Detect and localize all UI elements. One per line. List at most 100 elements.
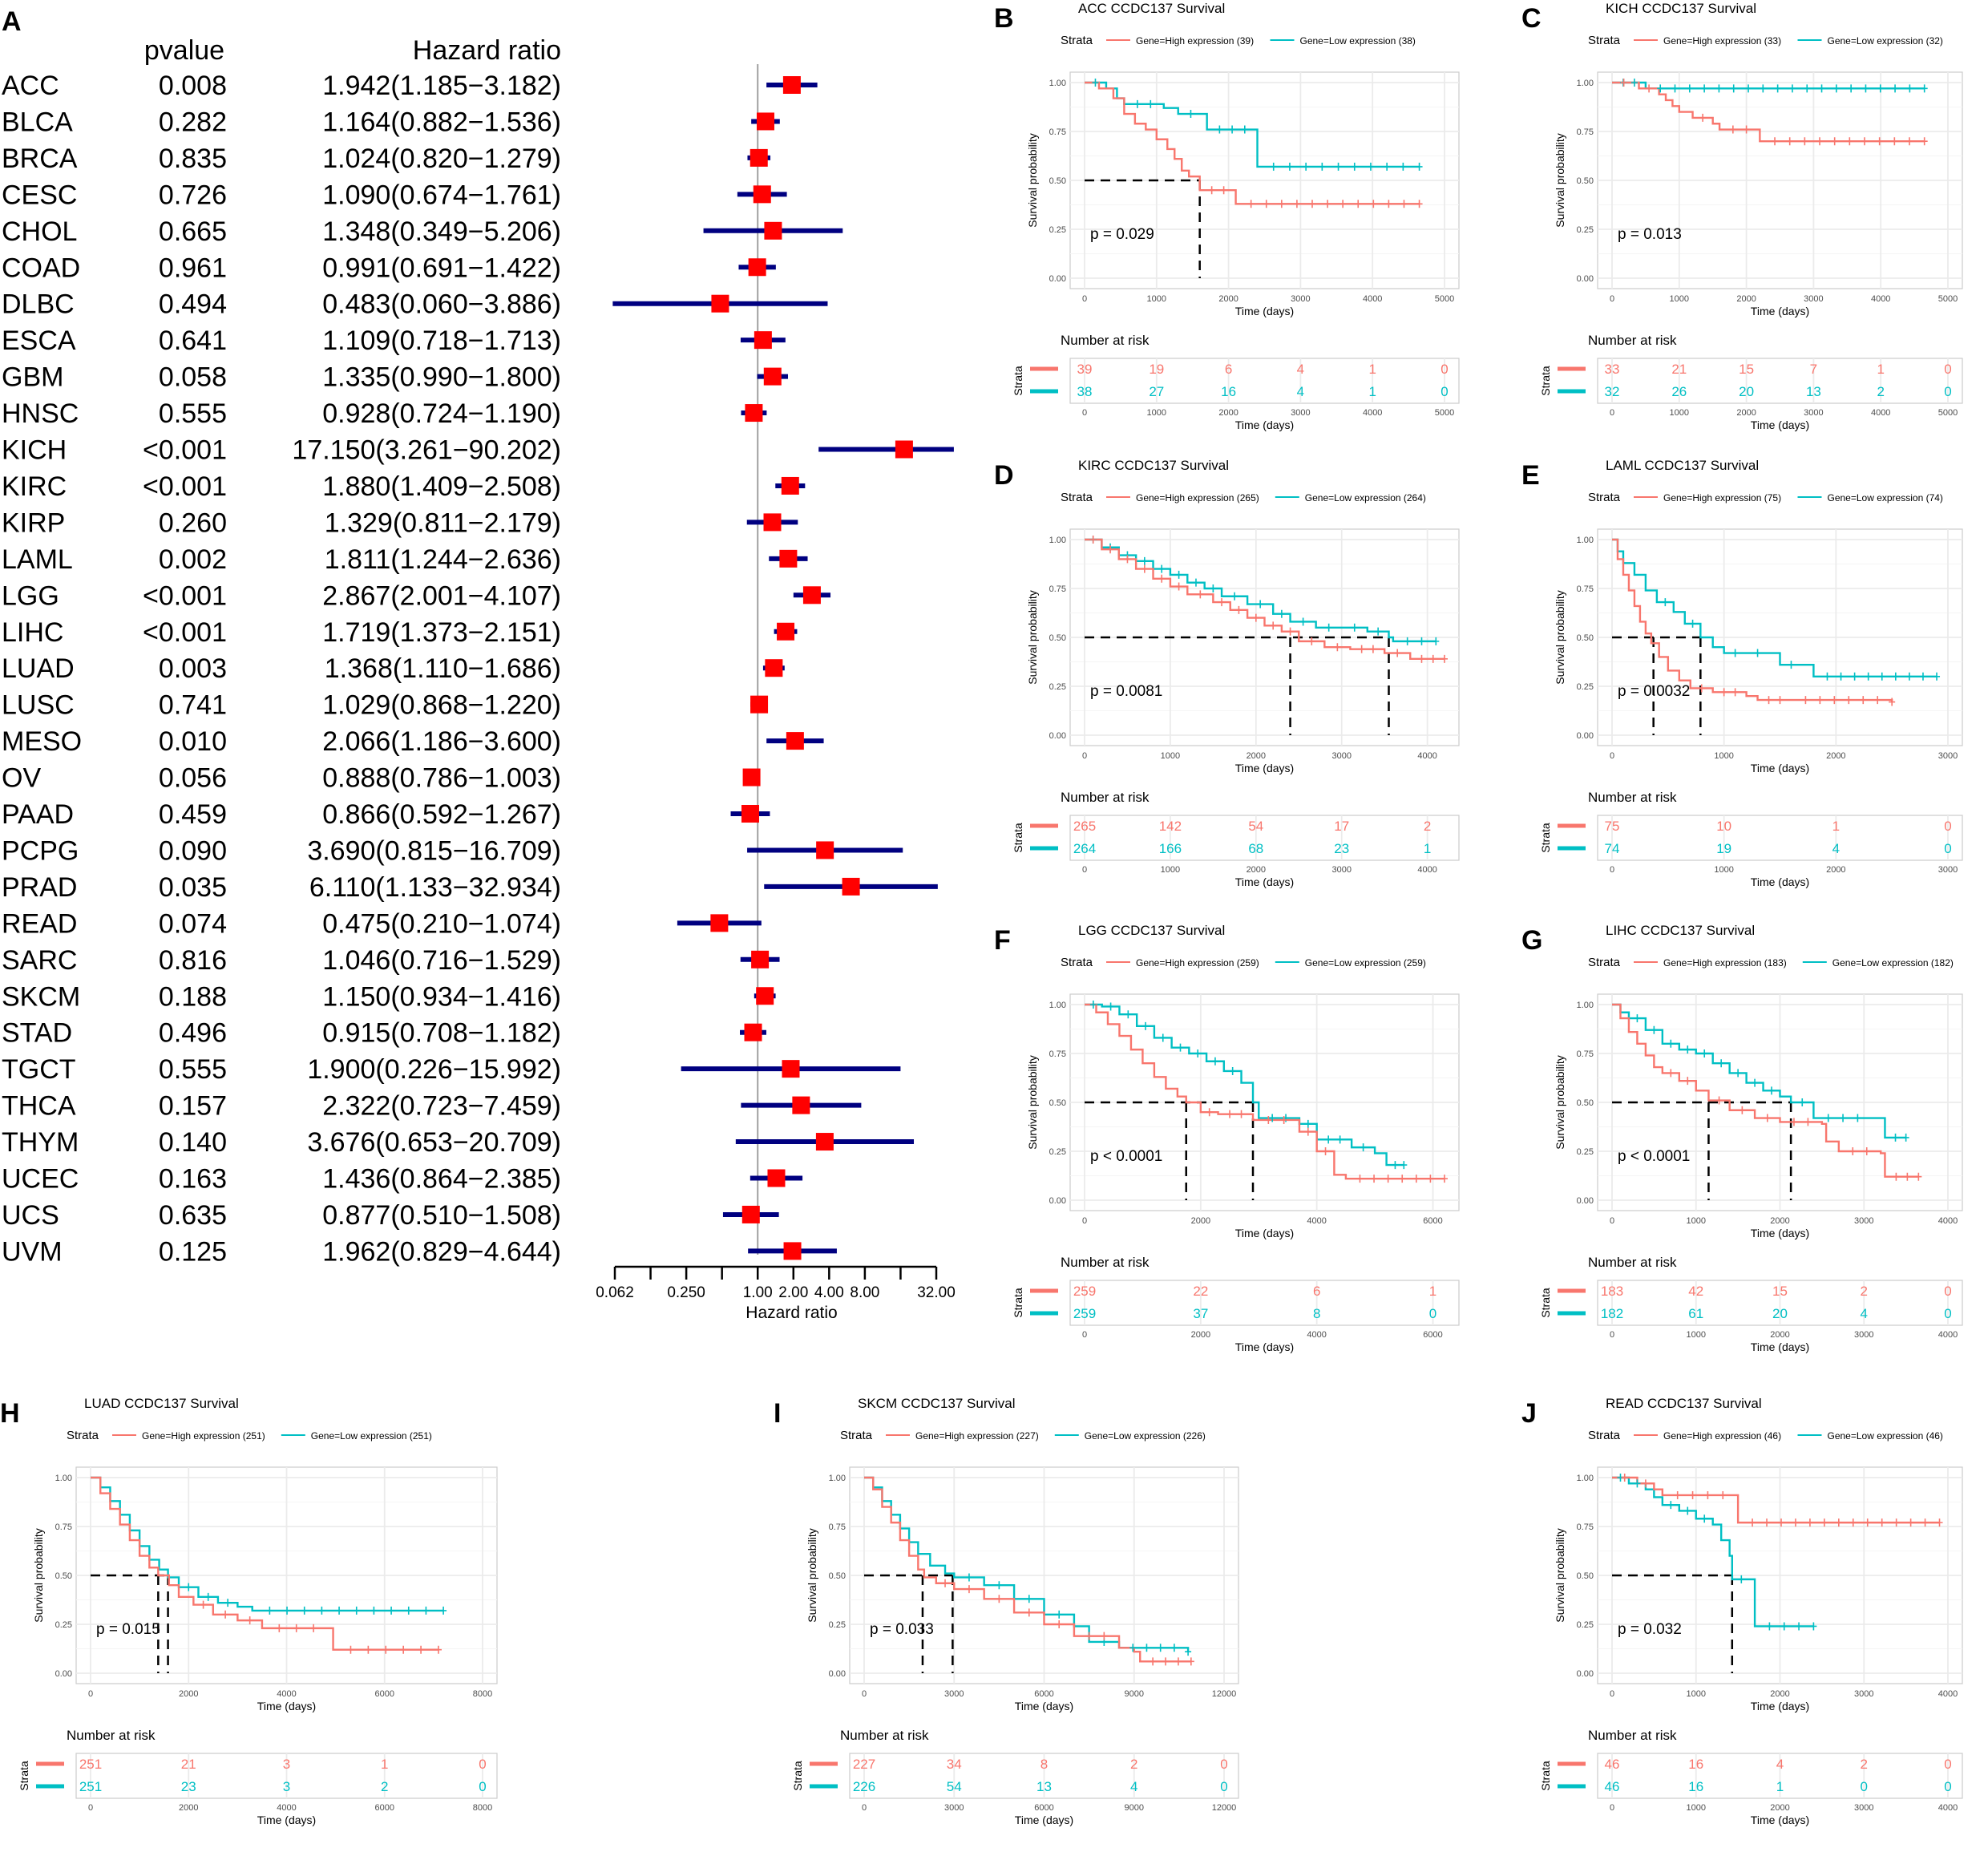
y-axis-title: Survival probability: [1554, 133, 1566, 228]
hr-point: [802, 586, 821, 605]
high-censor-mark: [1400, 200, 1408, 208]
low-censor-mark: [1336, 1135, 1344, 1144]
high-censor-mark: [1715, 1096, 1723, 1105]
low-censor-mark: [1837, 672, 1845, 681]
pvalue-value: <0.001: [143, 435, 227, 466]
y-tick-label: 0.00: [829, 1669, 846, 1679]
pvalue-value: 0.282: [159, 107, 227, 137]
km-panel-b: B ACC CCDC137 Survival Strata Gene=High exp…: [994, 1, 1460, 431]
risk-high-count: 6: [1225, 362, 1232, 377]
pvalue-value: 0.163: [159, 1164, 227, 1195]
risk-x-tick-label: 9000: [1125, 1803, 1144, 1813]
cancer-label: LAML: [2, 544, 73, 575]
high-expression-curve: [1085, 1003, 1445, 1180]
column-header-hazard-ratio: Hazard ratio: [413, 35, 561, 66]
risk-table-area: [1069, 358, 1460, 404]
legend-title: Strata: [840, 1429, 873, 1442]
low-censor-mark: [1299, 617, 1307, 626]
high-censor-mark: [1158, 574, 1166, 583]
low-censor-mark: [1400, 162, 1407, 171]
high-censor-mark: [996, 1595, 1003, 1603]
x-tick-label: 0.250: [667, 1284, 705, 1301]
high-censor-mark: [1238, 1110, 1245, 1118]
low-censor-mark: [336, 1606, 343, 1615]
risk-low-count: 0: [1861, 1779, 1868, 1794]
y-tick-label: 0.75: [55, 1522, 72, 1532]
low-expression-curve: [864, 1476, 1190, 1652]
high-censor-mark: [1324, 200, 1331, 208]
x-tick-label: 3000: [1938, 751, 1958, 761]
cancer-label: PAAD: [2, 799, 74, 830]
x-tick-label: 2000: [1826, 751, 1845, 761]
high-censor-mark: [1878, 1518, 1885, 1527]
low-censor-mark: [1840, 1114, 1847, 1122]
y-axis-title: Survival probability: [1026, 590, 1039, 685]
x-tick-label: 2000: [1770, 1689, 1789, 1699]
risk-table-title: Number at risk: [1588, 1728, 1677, 1743]
risk-x-axis-title: Time (days): [1235, 419, 1294, 431]
cancer-label: PCPG: [2, 835, 79, 866]
risk-x-axis-title: Time (days): [1751, 1340, 1809, 1353]
low-censor-mark: [1760, 84, 1767, 93]
legend-low-label: Gene=Low expression (74): [1828, 492, 1943, 503]
legend-low-label: Gene=Low expression (32): [1828, 35, 1943, 47]
cancer-label: READ: [2, 908, 77, 939]
risk-x-axis-title: Time (days): [1015, 1814, 1073, 1826]
x-tick-label: 0: [862, 1689, 867, 1699]
risk-high-count: 17: [1334, 819, 1349, 834]
legend: Strata Gene=High expression (46) Gene=Low …: [1588, 1429, 1943, 1442]
low-censor-mark: [1810, 1622, 1817, 1631]
low-censor-mark: [1089, 1001, 1097, 1009]
y-tick-label: 0.75: [1049, 127, 1066, 137]
low-censor-mark: [1025, 1595, 1032, 1603]
high-censor-mark: [1729, 125, 1736, 134]
low-censor-mark: [1157, 1644, 1164, 1652]
forest-row: KICH <0.001 17.150(3.261−90.202): [2, 435, 954, 466]
high-censor-mark: [1416, 200, 1423, 208]
high-expression-curve: [1612, 81, 1925, 143]
forest-row: BLCA 0.282 1.164(0.882−1.536): [2, 107, 780, 137]
risk-x-tick-label: 5000: [1938, 408, 1958, 418]
y-tick-label: 0.25: [1577, 1147, 1594, 1157]
legend-low-label: Gene=Low expression (46): [1828, 1430, 1943, 1442]
x-tick-label: 32.00: [917, 1284, 956, 1301]
hr-point: [744, 1023, 762, 1041]
risk-low-count: 166: [1159, 841, 1182, 856]
y-tick-label: 0.00: [1577, 1196, 1594, 1206]
risk-low-count: 23: [181, 1779, 196, 1794]
high-censor-mark: [1749, 1518, 1756, 1527]
risk-x-axis-title: Time (days): [257, 1814, 316, 1826]
panel-title: LAML CCDC137 Survival: [1606, 458, 1759, 473]
risk-high-count: 46: [1605, 1757, 1620, 1772]
risk-low-count: 0: [1440, 384, 1448, 399]
risk-x-tick-label: 8000: [473, 1803, 492, 1813]
risk-x-axis-title: Time (days): [1751, 419, 1809, 431]
x-tick-label: 8000: [473, 1689, 492, 1699]
high-censor-mark: [1441, 1175, 1448, 1183]
risk-low-count: 0: [1944, 384, 1951, 399]
panel-title: SKCM CCDC137 Survival: [858, 1396, 1016, 1411]
risk-low-count: 0: [1944, 1779, 1951, 1794]
risk-x-axis-title: Time (days): [1751, 875, 1809, 888]
risk-high-count: 10: [1716, 819, 1731, 834]
y-tick-label: 0.00: [1577, 731, 1594, 741]
risk-high-count: 4: [1776, 1757, 1784, 1772]
low-censor-mark: [1730, 84, 1737, 93]
hazard-ratio-text: 1.436(0.864−2.385): [322, 1164, 561, 1195]
high-censor-mark: [1704, 1490, 1711, 1499]
high-censor-mark: [1356, 1175, 1364, 1183]
hr-point: [741, 1205, 760, 1223]
high-censor-mark: [1642, 1479, 1649, 1488]
p-value-label: p < 0.0001: [1090, 1148, 1162, 1165]
risk-high-count: 3: [283, 1757, 290, 1772]
cancer-label: SARC: [2, 945, 77, 976]
x-axis-title: Time (days): [1751, 762, 1809, 774]
risk-low-count: 46: [1605, 1779, 1620, 1794]
km-panel-e: E LAML CCDC137 Survival Strata Gene=High ex…: [1521, 458, 1963, 888]
x-tick-label: 4.00: [814, 1284, 844, 1301]
column-header-pvalue: pvalue: [144, 35, 224, 66]
hazard-ratio-text: 3.676(0.653−20.709): [307, 1127, 561, 1158]
x-tick-label: 1.00: [743, 1284, 773, 1301]
km-panel-d: D KIRC CCDC137 Survival Strata Gene=High ex…: [994, 458, 1460, 888]
risk-x-tick-label: 2000: [1736, 408, 1756, 418]
